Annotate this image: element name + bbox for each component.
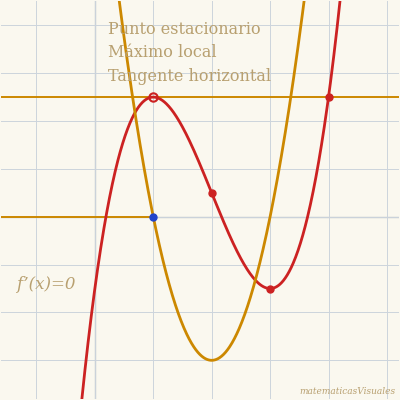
Text: Punto estacionario
Máximo local
Tangente horizontal: Punto estacionario Máximo local Tangente…	[108, 20, 271, 84]
Text: matematicasVisuales: matematicasVisuales	[300, 387, 396, 396]
Text: f’(x)=0: f’(x)=0	[16, 276, 76, 292]
